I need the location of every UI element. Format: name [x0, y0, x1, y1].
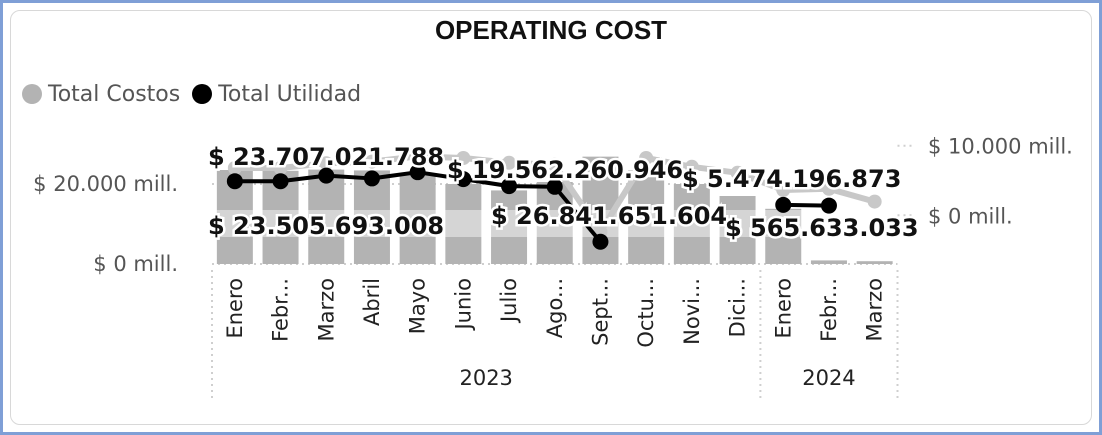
bar-total-costos	[765, 208, 802, 264]
point-total-utilidad	[226, 173, 243, 190]
point-total-utilidad	[592, 233, 609, 250]
x-tick-label: Octu...	[634, 278, 658, 348]
point-total-utilidad	[546, 178, 563, 195]
chart-title: OPERATING COST	[434, 15, 668, 45]
x-tick-label: Mayo	[406, 278, 430, 334]
data-label: $ 26.841.651.604	[491, 202, 727, 230]
point-total-costos	[364, 154, 379, 169]
data-label: $ 565.633.033	[725, 214, 919, 242]
year-label: 2023	[459, 366, 512, 390]
point-total-costos	[502, 155, 517, 170]
data-label: $ 19.562.260.946	[447, 156, 683, 184]
bar-total-costos	[673, 184, 710, 264]
x-tick-label: Abril	[360, 278, 384, 326]
bar-total-costos	[399, 174, 436, 264]
x-tick-label: Enero	[771, 278, 795, 339]
point-total-costos	[821, 181, 836, 196]
data-label: $ 23.505.693.008	[208, 212, 444, 240]
year-label: 2024	[802, 366, 855, 390]
x-tick-label: Febr...	[817, 278, 841, 342]
point-total-utilidad	[272, 173, 289, 190]
bar-total-costos	[491, 190, 528, 264]
point-total-utilidad	[409, 164, 426, 181]
x-tick-label: Junio	[451, 278, 475, 332]
point-total-costos	[776, 183, 791, 197]
bar-highlight-band	[212, 210, 898, 237]
bar-total-costos	[445, 184, 482, 264]
bar-total-costos	[536, 182, 573, 264]
point-total-costos	[684, 159, 699, 174]
bar-total-costos	[719, 196, 756, 264]
point-total-utilidad	[455, 171, 472, 188]
bar-total-costos	[628, 170, 665, 264]
point-total-costos	[547, 157, 562, 172]
x-tick-label: Marzo	[314, 278, 338, 342]
x-tick-label: Febr...	[269, 278, 293, 342]
point-total-utilidad	[775, 196, 792, 213]
legend-swatch-total-costos	[22, 84, 42, 104]
x-tick-label: Sept...	[588, 278, 612, 346]
legend-label-total-costos: Total Costos	[48, 81, 181, 107]
x-tick-label: Enero	[223, 278, 247, 339]
point-total-costos	[867, 194, 882, 209]
y-right-tick-label: $ 10.000 mill.	[928, 135, 1073, 159]
x-tick-label: Ago...	[543, 278, 567, 338]
legend-swatch-total-utilidad	[192, 84, 213, 104]
data-label: $ 5.474.196.873	[682, 165, 901, 193]
legend-item-total-costos[interactable]: Total Costos	[22, 82, 180, 107]
legend-item-total-utilidad[interactable]: Total Utilidad	[192, 82, 361, 107]
legend-label-total-utilidad: Total Utilidad	[218, 81, 362, 107]
point-total-utilidad	[318, 167, 335, 184]
point-total-costos	[319, 156, 334, 171]
point-total-costos	[639, 151, 654, 165]
x-tick-label: Marzo	[863, 278, 887, 342]
x-tick-label: Novi...	[680, 278, 704, 345]
data-label: $ 23.707.021.788	[208, 143, 444, 171]
bar-total-costos	[308, 169, 345, 264]
point-total-utilidad	[820, 197, 837, 214]
point-total-costos	[227, 161, 242, 175]
y-left-tick-label: $ 0 mill.	[93, 252, 178, 276]
x-tick-label: Julio	[497, 278, 521, 324]
point-total-costos	[730, 165, 745, 180]
point-total-costos	[410, 149, 425, 164]
point-total-costos	[456, 151, 471, 165]
bar-total-costos	[856, 261, 893, 264]
point-total-costos	[273, 161, 288, 175]
y-right-tick-label: $ 0 mill.	[928, 204, 1013, 228]
bar-total-costos	[810, 260, 847, 264]
point-total-utilidad	[363, 170, 380, 187]
x-tick-label: Dici...	[726, 278, 750, 337]
y-left-tick-label: $ 20.000 mill.	[33, 172, 178, 196]
chart-legend: Total Costos Total Utilidad	[22, 80, 373, 108]
point-total-utilidad	[501, 178, 518, 195]
